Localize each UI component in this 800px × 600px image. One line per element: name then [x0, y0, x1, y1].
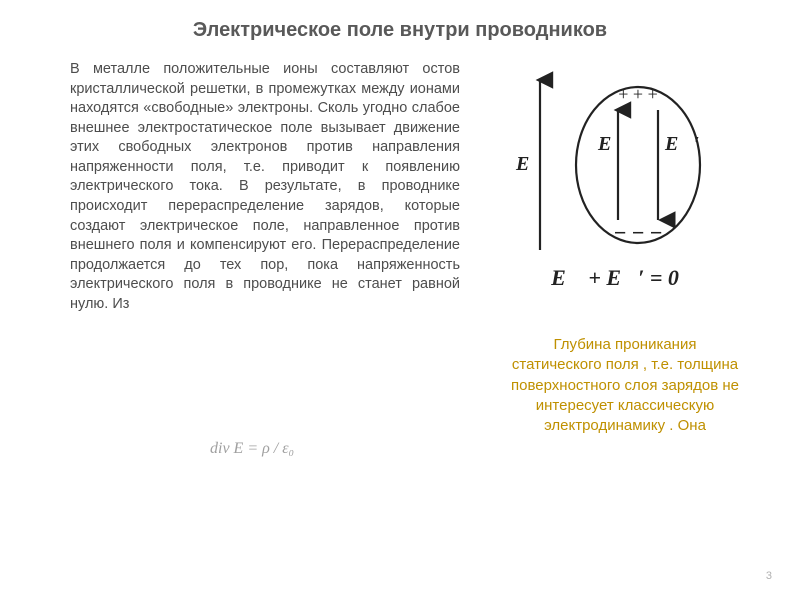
- slide-title: Электрическое поле внутри проводников: [0, 18, 800, 43]
- side-note: Глубина проникания статического поля , т…: [510, 335, 740, 436]
- body-paragraph: В металле положительные ионы составляют …: [70, 60, 460, 314]
- page-number: 3: [766, 570, 772, 582]
- svg-text:E⃗: E⃗: [515, 153, 545, 175]
- svg-text:E⃗ + E⃗′ = 0: E⃗ + E⃗′ = 0: [550, 265, 679, 290]
- svg-text:E⃗: E⃗: [597, 133, 627, 155]
- svg-text:E⃗′: E⃗′: [664, 133, 700, 155]
- svg-text:− − −: − − −: [614, 220, 663, 245]
- svg-text:+ + +: + + +: [618, 84, 657, 104]
- slide: Электрическое поле внутри проводников В …: [0, 0, 800, 600]
- overlay-formula: div E = ρ / ε₀: [210, 440, 294, 458]
- diagram-svg: E⃗ + + + − − − E⃗ E⃗′ E⃗ + E⃗′ = 0: [510, 70, 720, 300]
- conductor-field-diagram: E⃗ + + + − − − E⃗ E⃗′ E⃗ + E⃗′ = 0: [510, 70, 720, 305]
